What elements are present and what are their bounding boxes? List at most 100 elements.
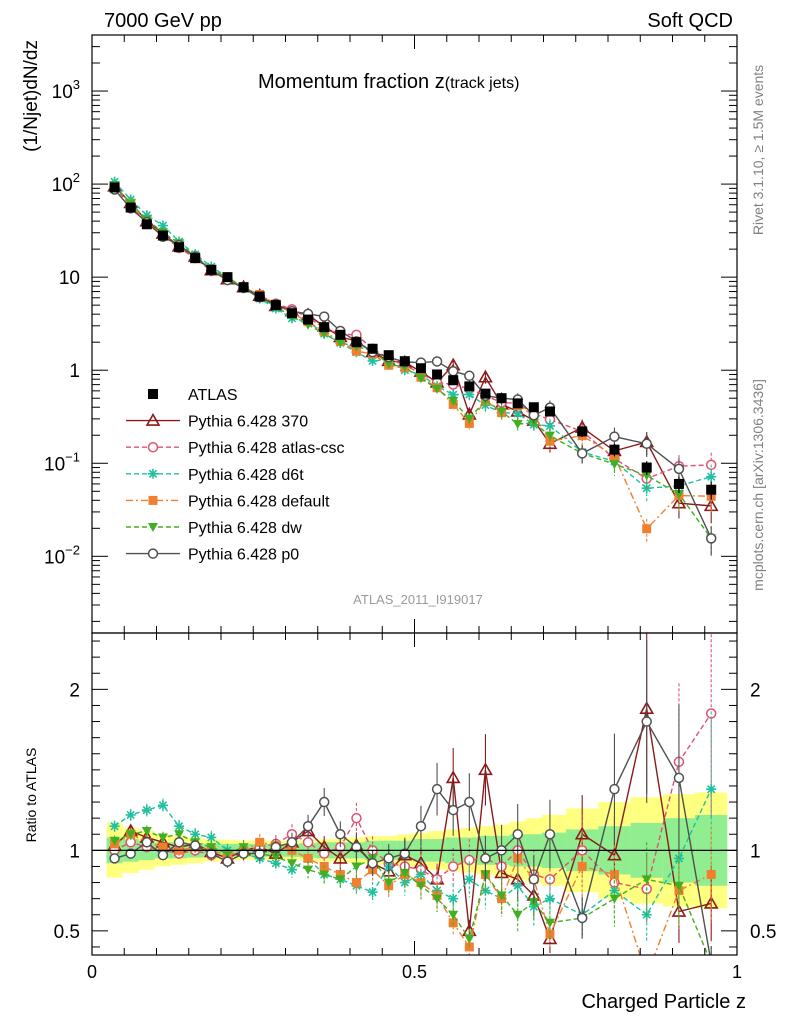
series-pythia-6-428-p0-ratio-point [415,820,427,832]
series-pythia-6-428-d6t-ratio-point [464,874,475,885]
series-pythia-6-428-p0-ratio-point [512,829,523,840]
series-pythia-6-428-p0-ratio [109,640,716,968]
series-pythia-6-428-default-ratio-point [303,853,313,863]
legend-marker [147,441,159,453]
series-pythia-6-428-dw-point [544,431,555,441]
atlas-point [706,484,717,495]
y-axis-label: (1/Njet)dN/dz [21,40,42,152]
legend-marker [148,468,158,479]
series-pythia-6-428-p0-ratio-point [318,796,330,808]
series-pythia-6-428-d6t-point [706,471,717,482]
ratio-plot-area [107,633,719,968]
atlas-point [399,356,410,367]
series-pythia-6-428-dw-point [609,460,620,470]
series-pythia-6-428-p0-ratio-point [431,783,443,795]
atlas-point [496,393,507,404]
chart-title-main: Momentum fraction z [258,71,445,93]
y-tick-label: 10−2 [44,542,80,568]
series-pythia-6-428-default-ratio-point [609,870,619,879]
series-pythia-6-428-p0-ratio-point [286,837,298,848]
series-pythia-6-428-default-point [642,524,652,534]
main-plot-area [107,176,719,556]
series-pythia-6-428-default-ratio-point [158,842,168,852]
x-tick-label: 1 [732,962,742,982]
series-pythia-6-428-370-ratio-point [607,847,622,861]
series-pythia-6-428-p0-point [673,463,685,475]
legend-entry: ATLAS [148,387,238,404]
series-pythia-6-428-p0-point [464,370,475,382]
series-pythia-6-428-dw-ratio-point [399,868,410,878]
series-pythia-6-428-p0-ratio-point [222,856,233,867]
atlas-point [415,363,426,374]
series-pythia-6-428-370-ratio-point [445,770,461,784]
atlas-point [270,300,281,311]
legend-marker [147,548,159,559]
ratio-y-axis-label: Ratio to ATLAS [23,748,39,843]
series-pythia-6-428-dw-ratio-point [303,865,314,875]
header-left: 7000 GeV pp [104,10,222,32]
legend: ATLAS Pythia 6.428 370 Pythia 6.428 atlas-… [126,387,345,564]
series-pythia-6-428-p0-ratio-point [673,772,685,784]
legend-label: ATLAS [188,387,238,404]
series-pythia-6-428-dw-ratio-point [464,934,475,944]
series-pythia-6-428-dw-ratio-point [641,875,652,885]
series-pythia-6-428-p0-ratio-point [173,837,185,848]
rivet-label: Rivet 3.1.10, ≥ 1.5M events [750,65,766,235]
series-pythia-6-428-p0-ratio-point [206,848,217,859]
series-pythia-6-428-d6t-ratio-point [157,800,168,811]
legend-entry: Pythia 6.428 dw [126,520,302,537]
ratio-tick-label: 2 [69,680,80,701]
legend-marker [148,495,158,505]
series-pythia-6-428-p0-ratio-point [351,841,362,853]
legend-entry: Pythia 6.428 atlas-csc [126,440,345,457]
series-pythia-6-428-dw-point [432,384,443,394]
series-pythia-6-428-dw-ratio-point [141,827,152,837]
atlas-point [190,253,201,264]
series-pythia-6-428-p0-ratio-point [480,853,491,864]
axes: 0 0.5 1 10−2 10−1 1 10 102 103 0.5 0.5 1 1 2 2 [44,34,776,982]
series-pythia-6-428-d6t-point [464,389,475,400]
atlas-point [335,329,346,340]
series-pythia-6-428-dw-point [512,420,523,430]
series-pythia-6-428-dw-point [383,360,394,370]
ratio-tick-label: 1 [750,841,761,862]
atlas-point [544,406,555,417]
series-pythia-6-428-atlas-csc-ratio-point [351,812,362,824]
chart-title: Momentum fraction z(track jets) [258,71,519,93]
atlas-point [448,375,459,386]
x-tick-label: 0 [87,962,97,982]
series-pythia-6-428-dw-ratio-point [673,881,684,891]
series-pythia-6-428-p0-point [641,438,652,450]
series-pythia-6-428-dw-ratio-point [319,870,330,880]
chart-title-suffix: (track jets) [445,75,520,92]
series-pythia-6-428-dw-ratio-point [174,830,185,840]
legend-entry: Pythia 6.428 370 [126,412,308,431]
ratio-tick-label: 2 [750,680,761,701]
series-pythia-6-428-dw-ratio-point [448,910,459,920]
series-pythia-6-428-dw-ratio-point [335,875,346,885]
series-pythia-6-428-p0-ratio-point [707,959,716,968]
atlas-point [432,369,443,380]
series-pythia-6-428-370-ratio-point [332,850,348,864]
series-pythia-6-428-p0-ratio-point [157,849,169,861]
series-pythia-6-428-370-ratio-point [574,826,590,840]
y-tick-label: 10 [59,268,80,289]
legend-marker [148,523,158,532]
atlas-point [641,462,652,473]
series-pythia-6-428-default-ratio-point [706,870,716,879]
series-pythia-6-428-p0-ratio-point [399,848,411,859]
series-pythia-6-428-default-ratio-point [255,837,265,847]
series-pythia-6-428-default-ratio-point [351,878,361,888]
series-pythia-6-428-d6t-ratio-point [174,821,185,832]
y-tick-label: 102 [52,170,80,196]
series-pythia-6-428-d6t-ratio-point [512,880,523,891]
series-pythia-6-428-dw-point [448,396,459,406]
y-tick-label: 103 [52,77,80,103]
series-pythia-6-428-atlas-csc-ratio-line [114,713,712,890]
series-pythia-6-428-dw-ratio-point [383,878,394,888]
series-pythia-6-428-370-ratio-point [478,762,493,776]
series-pythia-6-428-370-line [114,185,712,507]
series-pythia-6-428-370-point [478,369,493,383]
series-pythia-6-428-p0-ratio-point [109,853,120,864]
atlas-point [351,337,362,348]
